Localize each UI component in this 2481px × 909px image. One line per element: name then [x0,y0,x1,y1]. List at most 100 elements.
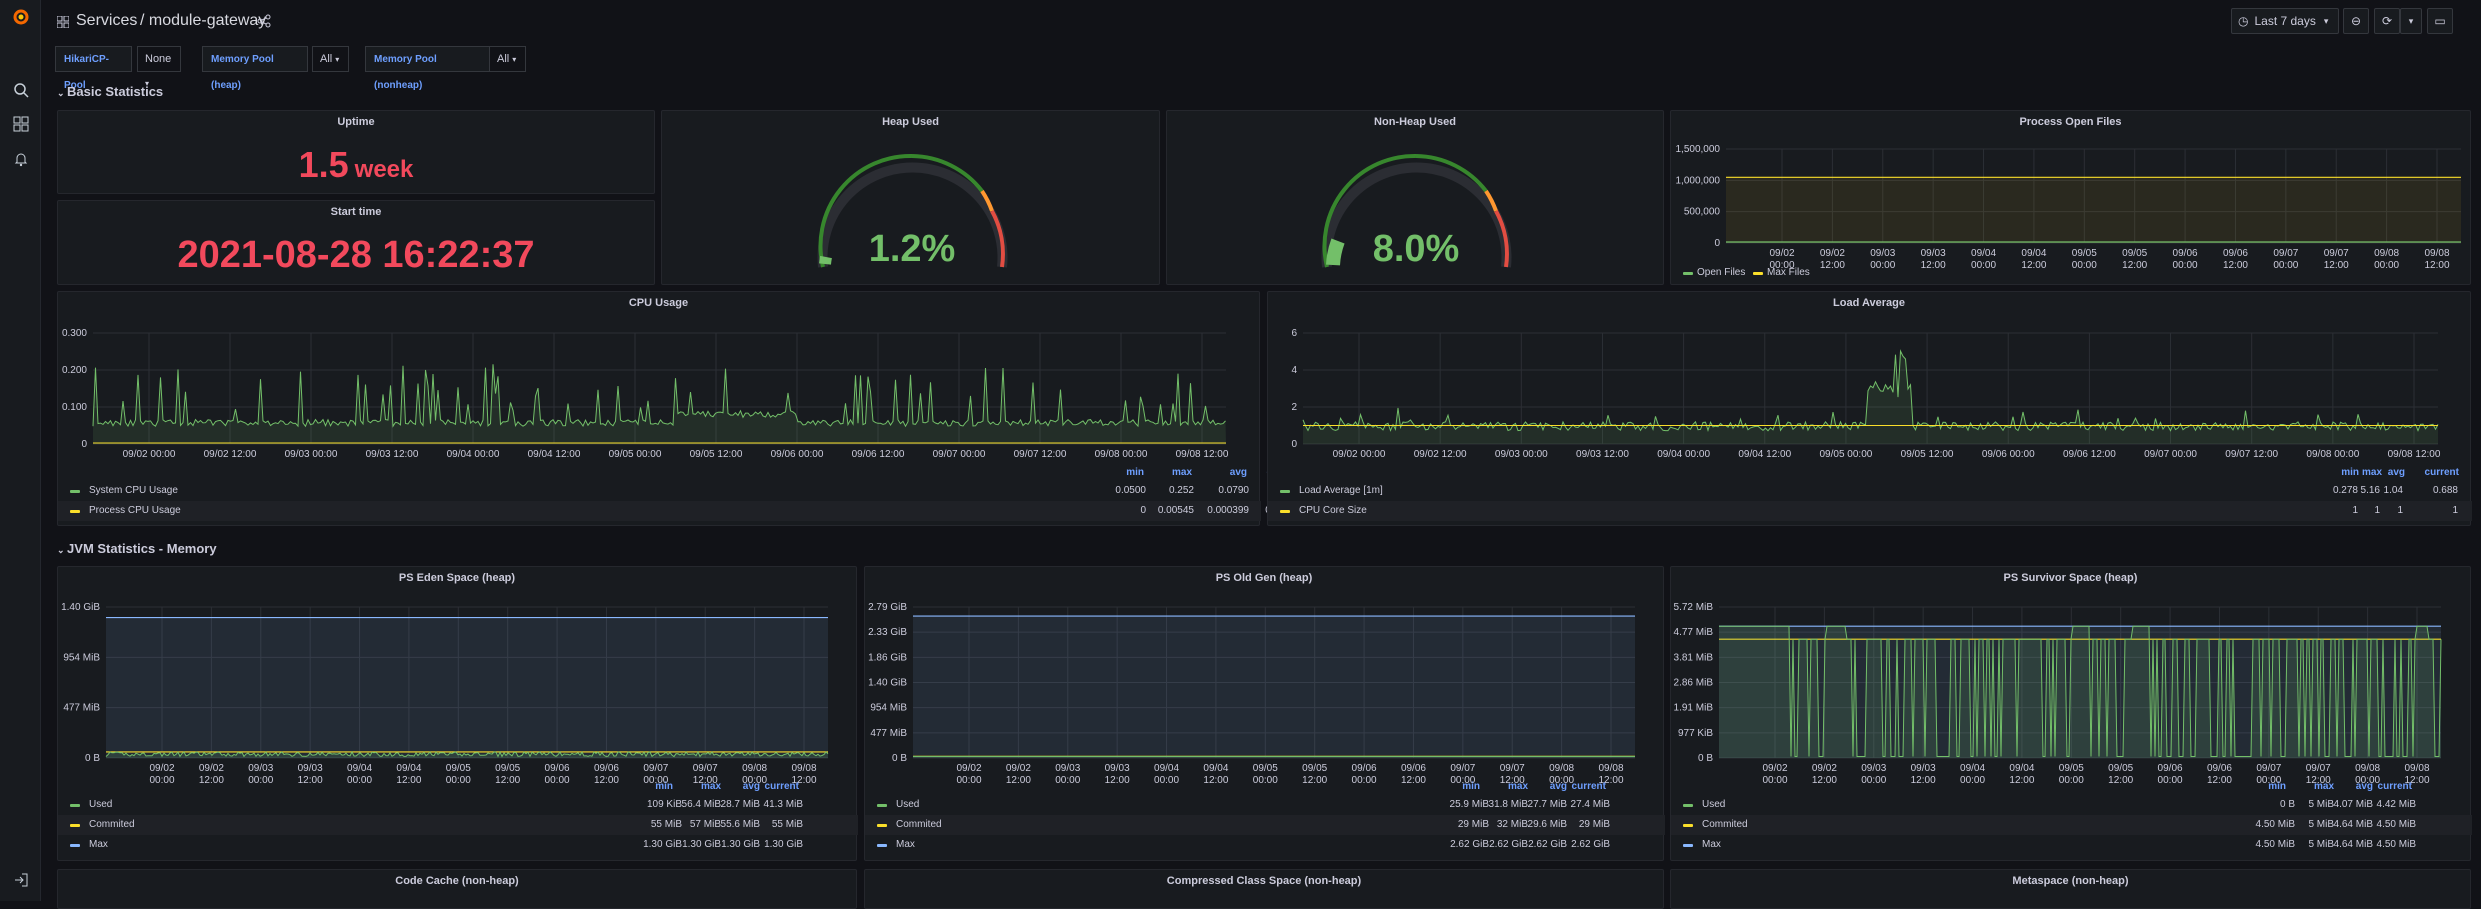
legend-row[interactable]: Max 1.30 GiB 1.30 GiB 1.30 GiB 1.30 GiB [58,835,858,855]
legend-min: 4.50 MiB [2255,819,2295,830]
breadcrumb-folder[interactable]: Services [76,12,138,29]
x-tick-label: 09/07 [693,763,718,774]
panel-code-cache[interactable]: Code Cache (non-heap) [57,869,857,909]
x-tick-label: 00:00 [2158,775,2183,786]
panel-ps-eden-space[interactable]: PS Eden Space (heap) 1.40 GiB 954 MiB 477 … [57,566,858,861]
refresh-interval-dropdown[interactable]: ▾ [2400,8,2422,34]
legend-row[interactable]: Commited 55 MiB 57 MiB 55.6 MiB 55 MiB [58,815,858,835]
share-icon[interactable] [257,14,271,33]
x-tick-label: 09/02 [1820,248,1845,259]
x-tick-label: 12:00 [495,775,520,786]
sign-in-icon[interactable] [10,869,31,890]
legend-header-current[interactable]: current [2424,467,2459,478]
legend-row[interactable]: Commited 4.50 MiB 5 MiB 4.64 MiB 4.50 MiB [1671,815,2472,835]
variable-select-nonheap[interactable]: All ▾ [489,46,526,72]
panel-nonheap-used[interactable]: Non-Heap Used 8.0% [1166,110,1664,285]
legend-row[interactable]: Max 2.62 GiB 2.62 GiB 2.62 GiB 2.62 GiB [865,835,1665,855]
dashboard-title[interactable]: / module-gateway [140,12,267,29]
legend-header-avg[interactable]: avg [2355,781,2373,792]
legend-row[interactable]: Load Average [1m] 0.278 5.16 1.04 0.688 [1268,481,2472,501]
x-tick-label: 09/07 [2273,248,2298,259]
legend-header-max[interactable]: max [1171,467,1192,478]
legend-max: 5.16 [2360,485,2380,496]
panel-ps-survivor-space[interactable]: PS Survivor Space (heap) 5.72 MiB 4.77 Mi… [1670,566,2472,861]
legend-header-max[interactable]: max [2313,781,2334,792]
legend-header-min[interactable]: min [655,781,673,792]
variable-select-heap[interactable]: All ▾ [312,46,349,72]
legend-header-max[interactable]: max [700,781,721,792]
cpu-legend: min max avg current System CPU Usage 0.0… [58,467,1307,527]
legend-header-current[interactable]: current [2377,781,2412,792]
legend-header-current[interactable]: current [1571,781,1606,792]
eden-legend: min max avg current Used 109 KiB 56.4 MiB 28.7 … [58,781,858,861]
legend-current: 55 MiB [771,819,803,830]
system-cpu-series [92,364,1226,428]
legend-header-current[interactable]: current [764,781,799,792]
panel-title: Compressed Class Space (non-heap) [1166,875,1362,887]
x-tick-label: 12:00 [1105,775,1130,786]
legend-header-min[interactable]: min [1126,467,1144,478]
row-jvm-memory[interactable]: ⌄ JVM Statistics - Memory [57,541,217,556]
legend-row[interactable]: Used 0 B 5 MiB 4.07 MiB 4.42 MiB [1671,795,2472,815]
legend-row[interactable]: Used 109 KiB 56.4 MiB 28.7 MiB 41.3 MiB [58,795,858,815]
x-tick-label: 00:00 [1450,775,1475,786]
search-icon[interactable] [10,79,31,100]
row-basic-statistics[interactable]: ⌄ Basic Statistics [57,84,163,99]
time-range-picker[interactable]: ◷ Last 7 days ▾ [2231,8,2339,34]
refresh-button[interactable]: ⟳ [2374,8,2400,34]
x-tick-label: 09/08 [2355,763,2380,774]
x-tick-label: 09/04 [347,763,372,774]
x-tick-label: 12:00 [2223,260,2248,271]
panel-process-open-files[interactable]: Process Open Files 1,500,000 1,000,000 500… [1670,110,2471,285]
panel-compressed-class-space[interactable]: Compressed Class Space (non-heap) [864,869,1664,909]
graph-axes: 1,500,0001,000,000500,000009/0200:0009/0… [1676,144,2461,271]
panel-start-time[interactable]: Start time 2021-08-28 16:22:37 [57,200,655,285]
load-average-series-area [1303,351,2438,444]
panel-title: Metaspace (non-heap) [2012,875,2129,887]
open-files-legend: Open Files Max Files [1683,265,1983,283]
x-tick-label: 00:00 [1352,775,1377,786]
grafana-logo-icon[interactable] [10,6,31,27]
legend-header-avg[interactable]: avg [742,781,760,792]
panel-ps-old-gen[interactable]: PS Old Gen (heap) 2.79 GiB 2.33 GiB 1.86 G… [864,566,1665,861]
legend-row[interactable]: System CPU Usage 0.0500 0.252 0.0790 0.0… [58,481,1307,501]
legend-item-max-files[interactable]: Max Files [1767,267,1810,278]
legend-row[interactable]: Used 25.9 MiB 31.8 MiB 27.7 MiB 27.4 MiB [865,795,1665,815]
legend-header-avg[interactable]: avg [1549,781,1567,792]
legend-row[interactable]: Max 4.50 MiB 5 MiB 4.64 MiB 4.50 MiB [1671,835,2472,855]
x-tick-label: 09/08 12:00 [2388,449,2441,460]
variable-select-hikaricp[interactable]: None ▾ [137,46,181,88]
legend-header-min[interactable]: min [1462,781,1480,792]
y-tick-label: 0 [1714,238,1720,249]
alerting-bell-icon[interactable] [10,148,31,169]
panel-cpu-usage[interactable]: CPU Usage 0.300 0.200 0.100 0 09/02 00:00 09/… [57,291,1307,527]
dashboards-icon[interactable] [10,113,31,134]
legend-header-avg[interactable]: avg [2387,467,2405,478]
x-tick-label: 09/03 00:00 [1495,449,1548,460]
legend-item-open-files[interactable]: Open Files [1697,267,1746,278]
legend-header-min[interactable]: min [2341,467,2359,478]
tv-mode-button[interactable]: ▭ [2427,8,2453,34]
x-tick-label: 12:00 [2306,775,2331,786]
x-tick-label: 09/06 [2158,763,2183,774]
panel-metaspace[interactable]: Metaspace (non-heap) [1670,869,2471,909]
chevron-down-icon: ▾ [335,55,340,64]
heap-gauge: 1.2% [817,153,1008,270]
legend-swatch [1753,272,1763,275]
panel-uptime[interactable]: Uptime 1.5 week [57,110,655,194]
zoom-out-button[interactable]: ⊖ [2343,8,2369,34]
legend-row[interactable]: CPU Core Size 1 1 1 1 [1268,501,2472,521]
legend-header-max[interactable]: max [1507,781,1528,792]
legend-avg: 0.000399 [1207,505,1249,516]
y-tick-label: 0 [81,439,87,450]
legend-row[interactable]: Commited 29 MiB 32 MiB 29.6 MiB 29 MiB [865,815,1665,835]
panel-heap-used[interactable]: Heap Used 1.2% [661,110,1160,285]
panel-load-average[interactable]: Load Average 6 4 2 0 09/02 00:00 09/02 12:00 0… [1267,291,2472,526]
x-tick-label: 12:00 [2404,775,2429,786]
y-tick-label: 477 MiB [63,703,100,714]
legend-row[interactable]: Process CPU Usage 0 0.00545 0.000399 0.0… [58,501,1307,521]
legend-header-avg[interactable]: avg [1229,467,1247,478]
legend-header-max[interactable]: max [2361,467,2382,478]
legend-header-min[interactable]: min [2268,781,2286,792]
